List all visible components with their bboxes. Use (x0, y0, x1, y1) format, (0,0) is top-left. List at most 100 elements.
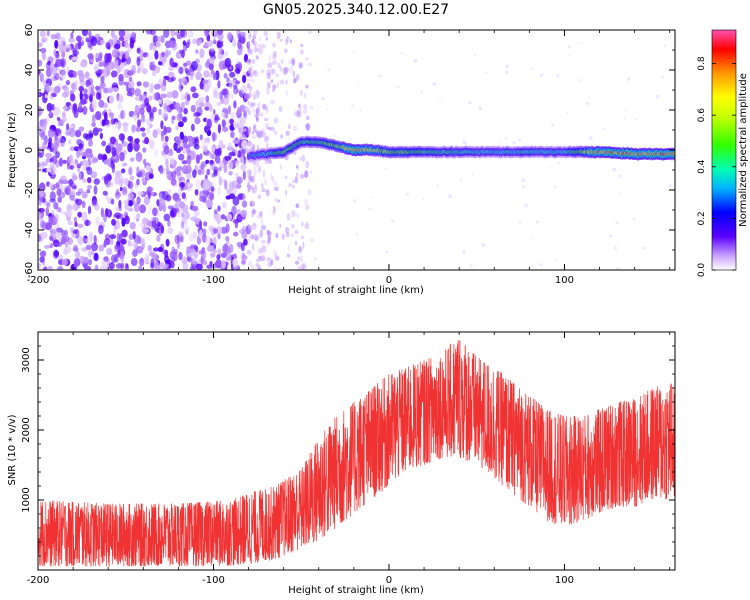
noise-mark (103, 159, 109, 165)
noise-mark (62, 159, 68, 164)
fading-noise-mark (251, 199, 254, 205)
noise-mark (82, 30, 88, 37)
noise-mark (68, 73, 74, 78)
fading-noise-mark (250, 201, 256, 207)
fading-noise-mark (295, 203, 299, 208)
noise-mark (38, 262, 41, 269)
noise-mark (115, 194, 120, 200)
noise-mark (98, 53, 103, 62)
noise-mark (68, 139, 72, 145)
fading-noise-mark (258, 248, 263, 254)
noise-mark (241, 252, 245, 258)
fading-noise-mark (250, 102, 255, 107)
noise-mark (183, 107, 188, 115)
noise-mark (246, 70, 251, 77)
noise-mark (228, 243, 234, 253)
speck-mark (448, 194, 453, 199)
noise-mark (114, 121, 119, 128)
noise-mark (221, 119, 226, 128)
noise-mark (136, 196, 141, 205)
noise-mark (125, 33, 132, 38)
noise-mark (186, 145, 191, 154)
fading-noise-mark (302, 108, 308, 115)
noise-mark (169, 157, 175, 165)
noise-mark (171, 90, 179, 99)
fading-noise-mark (304, 170, 309, 179)
fading-noise-mark (299, 173, 305, 179)
fading-noise-mark (266, 87, 270, 95)
speck-mark (472, 173, 475, 176)
noise-mark (72, 103, 78, 112)
spectrogram-x-ticks: -200 -100 0 100 (27, 30, 671, 286)
noise-mark (195, 154, 200, 165)
noise-mark (225, 256, 232, 261)
noise-mark (164, 259, 171, 265)
noise-mark (139, 204, 147, 214)
fading-noise-mark (264, 135, 269, 142)
noise-mark (85, 219, 89, 227)
noise-mark (187, 182, 191, 187)
noise-mark (216, 254, 221, 260)
noise-mark (96, 72, 101, 78)
noise-mark (66, 185, 72, 196)
noise-mark (182, 135, 188, 145)
fading-noise-mark (296, 212, 300, 219)
noise-mark (121, 168, 126, 174)
noise-mark (117, 93, 124, 104)
noise-mark (215, 154, 221, 164)
noise-mark (149, 83, 154, 93)
noise-mark (69, 226, 73, 234)
fading-noise-mark (251, 134, 257, 140)
noise-mark (198, 101, 205, 108)
noise-mark (241, 200, 248, 208)
fading-noise-mark (279, 79, 285, 85)
fading-noise-mark (292, 70, 295, 78)
noise-mark (68, 155, 73, 166)
noise-mark (39, 250, 47, 258)
x-tick-label: -100 (202, 575, 225, 586)
noise-mark (224, 180, 228, 190)
noise-mark (202, 79, 206, 85)
noise-mark (152, 106, 157, 113)
noise-mark (72, 49, 80, 57)
noise-mark (51, 226, 58, 232)
fading-noise-mark (248, 48, 253, 55)
noise-mark (118, 133, 125, 141)
noise-mark (67, 246, 72, 253)
fading-noise-mark (254, 183, 257, 190)
speck-mark (321, 96, 325, 101)
noise-mark (161, 190, 169, 201)
noise-mark (117, 249, 121, 256)
speck-mark (532, 237, 535, 240)
speck-mark (551, 123, 555, 127)
noise-mark (129, 175, 135, 181)
noise-mark (138, 107, 145, 115)
noise-mark (191, 258, 198, 265)
noise-mark (171, 115, 176, 121)
noise-mark (207, 130, 212, 137)
fading-noise-mark (265, 105, 268, 111)
noise-mark (192, 169, 197, 179)
noise-mark (213, 91, 221, 100)
noise-mark (46, 181, 50, 187)
noise-mark (68, 178, 73, 187)
speck-mark (420, 90, 424, 93)
colorbar-tick-label: 0.6 (697, 108, 707, 123)
noise-mark (160, 93, 168, 99)
noise-mark (79, 255, 85, 264)
noise-mark (38, 129, 46, 138)
noise-mark (93, 65, 99, 72)
noise-mark (39, 73, 44, 83)
noise-mark (86, 189, 91, 194)
fading-noise-mark (305, 57, 309, 61)
colorbar-gradient (711, 29, 737, 271)
noise-mark (141, 177, 146, 183)
colorbar-label: Normalized spectral amplitude (738, 73, 749, 227)
fading-noise-mark (259, 36, 263, 42)
fading-noise-mark (257, 234, 261, 239)
noise-mark (38, 70, 42, 75)
fading-noise-mark (286, 231, 290, 238)
noise-mark (181, 212, 185, 218)
noise-mark (146, 117, 152, 127)
speck-mark (524, 203, 528, 208)
